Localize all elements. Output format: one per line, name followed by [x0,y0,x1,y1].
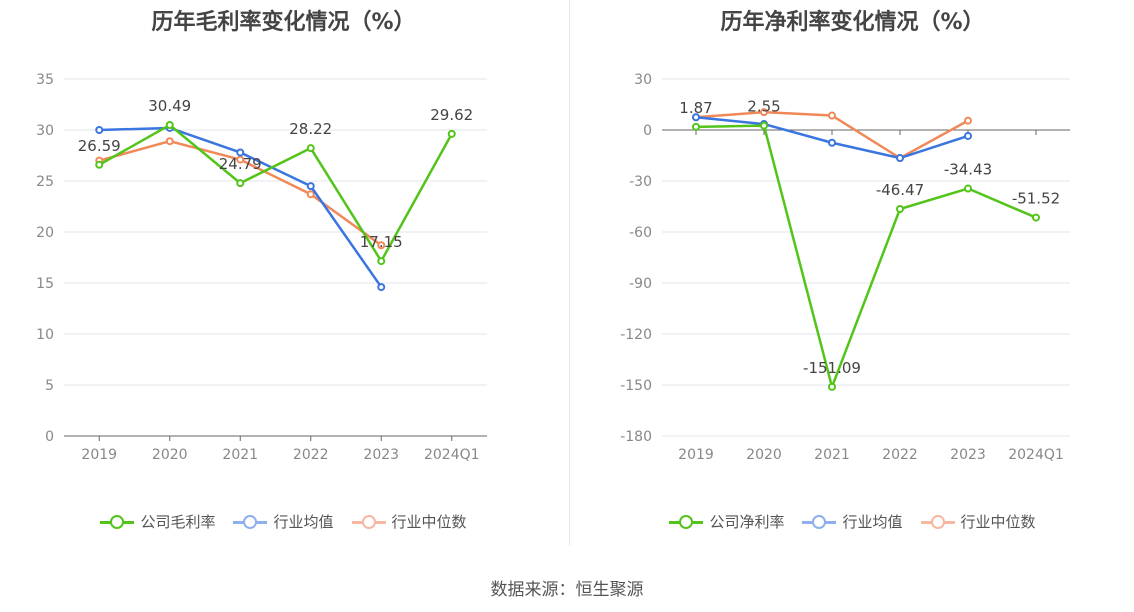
data-point [760,121,768,130]
legend-label: 行业中位数 [960,513,1036,531]
data-source-label: 数据来源：恒生聚源 [490,580,644,600]
series-line-industry-mean [695,116,969,160]
data-point [760,108,768,117]
legend-line-icon [669,514,704,529]
gross-margin-chart: 0 5 10 15 20 25 30 35 2019 2020 2021 2022 2023 2024Q1… [36,72,487,463]
data-point [1032,213,1040,222]
data-label: 29.62 [430,106,473,124]
data-point [964,131,972,140]
data-label: -34.43 [944,161,992,179]
legend-label: 公司净利率 [709,513,785,531]
data-point [95,126,104,134]
x-tick-label: 2023 [363,447,399,463]
data-point [236,155,245,164]
data-label: -51.52 [1012,190,1060,208]
data-label: 26.59 [78,137,121,155]
data-point [306,190,315,199]
data-point [165,137,174,146]
data-point [964,184,972,193]
data-point [165,121,174,130]
panel-divider [569,0,570,545]
legend-label: 行业均值 [842,513,903,531]
data-point [828,382,836,391]
x-tick-label: 2021 [814,447,850,463]
data-point [236,148,245,157]
gross-margin-legend: 公司毛利率 行业均值 行业中位数 [0,511,567,532]
y-tick-label: -180 [620,429,652,445]
legend-label: 行业均值 [273,513,334,531]
y-tick-label: 0 [45,429,54,445]
y-tick-label: 30 [634,72,652,88]
legend-label: 公司毛利率 [140,513,216,531]
y-tick-label: 25 [36,174,54,190]
data-label: 17.15 [360,233,403,251]
net-margin-chart: -180 -150 -120 -90 -60 -30 0 30 2019 2020 2021 2022… [620,72,1070,463]
legend-item-industry-mean[interactable]: 行业均值 [802,511,903,532]
legend-item-company-net-margin[interactable]: 公司净利率 [669,511,784,532]
x-tick-label: 2023 [950,447,986,463]
y-tick-label: 20 [36,225,54,241]
legend-line-icon [920,514,955,529]
net-margin-panel: 历年净利率变化情况（%） -180 -150 -120 -90 -60 -30 0 30 201… [571,0,1134,560]
legend-item-industry-median[interactable]: 行业中位数 [351,511,467,532]
data-point [377,283,386,292]
data-point [306,182,315,191]
x-tick-label: 2021 [222,447,258,463]
data-point [95,160,104,169]
data-point [828,138,836,147]
gross-margin-panel: 历年毛利率变化情况（%） 0 5 10 15 20 25 30 35 2019 2020 2021 2… [0,0,567,560]
data-point [828,111,836,120]
data-point [447,129,456,138]
legend-line-icon [233,514,268,529]
data-label: 28.22 [289,120,332,138]
data-label: 30.49 [148,97,191,115]
y-tick-label: 10 [36,327,54,343]
y-tick-label: -90 [629,276,652,292]
data-point [692,122,700,131]
series-line-company [98,123,453,263]
legend-line-icon [351,514,386,529]
data-label: -46.47 [876,181,924,199]
data-point [236,179,245,188]
series-line-company [695,124,1037,389]
x-tick-label: 2020 [152,447,188,463]
y-tick-label: 15 [36,276,54,292]
y-tick-label: 5 [45,378,54,394]
data-point [306,144,315,153]
data-point [377,241,386,250]
legend-item-company-gross-margin[interactable]: 公司毛利率 [100,511,215,532]
legend-item-industry-median[interactable]: 行业中位数 [920,511,1036,532]
legend-line-icon [100,514,135,529]
y-tick-label: -30 [629,174,652,190]
legend-label: 行业中位数 [391,513,467,531]
x-tick-label: 2019 [678,447,714,463]
x-tick-label: 2024Q1 [1008,447,1064,463]
y-tick-label: -120 [620,327,652,343]
x-tick-label: 2024Q1 [424,447,480,463]
data-point [896,154,904,163]
data-label: 24.79 [219,155,262,173]
x-tick-label: 2020 [746,447,782,463]
data-point [377,257,386,266]
x-tick-label: 2019 [81,447,117,463]
net-margin-legend: 公司净利率 行业均值 行业中位数 [571,511,1134,532]
y-tick-label: -150 [620,378,652,394]
y-tick-label: -60 [629,225,652,241]
data-label: -151.09 [803,359,861,377]
y-tick-label: 35 [36,72,54,88]
gross-margin-chart-title: 历年毛利率变化情况（%） [151,10,416,35]
net-margin-chart-title: 历年净利率变化情况（%） [720,10,985,35]
x-tick-label: 2022 [882,447,918,463]
data-point [964,116,972,125]
data-label: 2.55 [747,98,780,116]
data-point [692,113,700,122]
data-label: 1.87 [679,99,712,117]
y-tick-label: 0 [643,123,652,139]
legend-item-industry-mean[interactable]: 行业均值 [233,511,334,532]
y-tick-label: 30 [36,123,54,139]
legend-line-icon [802,514,837,529]
x-tick-label: 2022 [293,447,329,463]
data-point [896,204,904,213]
